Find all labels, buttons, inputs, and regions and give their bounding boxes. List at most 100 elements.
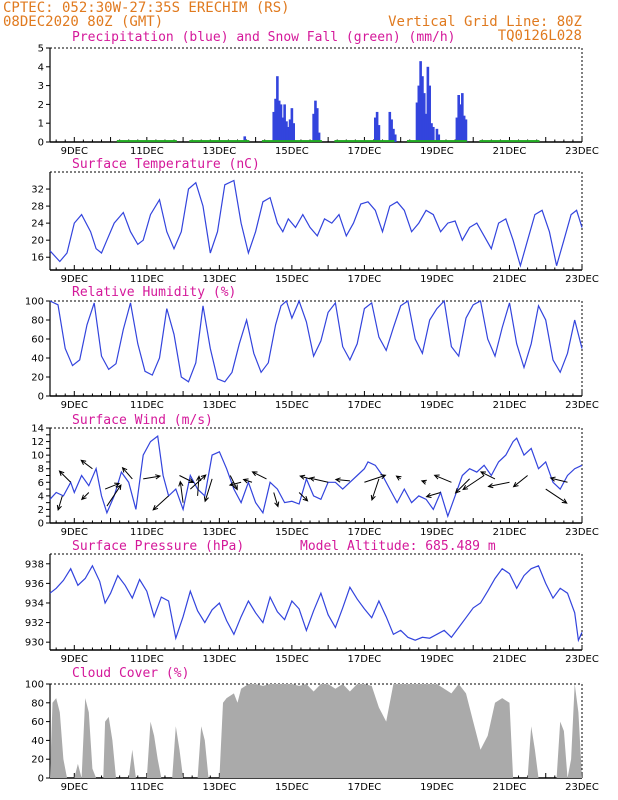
wind-y-tick-label: 10 [31, 451, 44, 462]
wind-arrow [179, 475, 195, 484]
precip-bar [375, 111, 379, 142]
cloud-y-tick-label: 80 [31, 698, 44, 709]
humidity-series-line [49, 299, 583, 383]
header-grid-line: Vertical Grid Line: 80Z [388, 14, 582, 30]
temp-y-tick-label: 28 [31, 202, 44, 213]
temp-y-tick-label: 20 [31, 236, 44, 247]
precip-bar [424, 113, 428, 142]
wind-arrow [364, 474, 387, 483]
cloud-y-tick-label: 40 [31, 736, 44, 747]
wind-arrow [58, 470, 72, 483]
precip-bar [415, 102, 419, 142]
wind-arrow [395, 475, 402, 481]
precip-x-tick-label: 19DEC [420, 146, 454, 157]
wind-y-tick-label: 4 [38, 491, 44, 502]
pressure-series-line [49, 564, 583, 643]
wind-arrow [334, 477, 350, 483]
humidity-x-tick-label: 19DEC [420, 400, 454, 411]
snowfall-bar [479, 140, 540, 143]
precip-bar [317, 132, 321, 142]
precip-x-tick-label: 13DEC [202, 146, 236, 157]
wind-arrow [545, 488, 568, 504]
wind-arrow [242, 478, 253, 484]
precip-bar [277, 100, 281, 142]
precip-bar [377, 125, 381, 142]
precip-bar [417, 85, 421, 142]
wind-arrow [251, 471, 267, 480]
precip-bar [393, 134, 397, 142]
wind-y-tick-label: 14 [31, 424, 44, 435]
humidity-title: Relative Humidity (%) [72, 285, 236, 300]
humidity-y-tick-label: 40 [31, 354, 44, 365]
precip-bar [314, 100, 317, 142]
wind-x-tick-label: 9DEC [61, 527, 88, 538]
humidity-y-tick-label: 20 [31, 373, 44, 384]
pressure-x-tick-label: 19DEC [420, 654, 454, 665]
wind-y-tick-label: 8 [38, 464, 44, 475]
precip-bar [462, 115, 466, 142]
temp-x-tick-label: 9DEC [61, 274, 88, 285]
header-model: TQ0126L028 [498, 28, 582, 44]
panel-precipitation: Precipitation (blue) and Snow Fall (gree… [38, 30, 599, 157]
wind-arrow [228, 481, 242, 487]
snowfall-bar [189, 140, 250, 143]
panel-wind: Surface Wind (m/s) 0 2 4 6 8 10 12 14 9DEC 11DEC 13… [31, 413, 599, 538]
pressure-title: Surface Pressure (hPa) [72, 539, 244, 554]
precip-bar [373, 117, 377, 142]
cloud-y-tick-label: 0 [38, 774, 44, 785]
pressure-x-tick-label: 21DEC [493, 654, 527, 665]
cloud-x-tick-label: 13DEC [202, 782, 236, 793]
temp-x-tick-label: 11DEC [130, 274, 164, 285]
precip-bar [286, 126, 290, 142]
precip-bar [426, 66, 430, 142]
wind-arrow [273, 492, 280, 508]
humidity-x-tick-label: 11DEC [130, 400, 164, 411]
temp-series-line [49, 179, 583, 268]
precip-y-tick-label: 5 [38, 44, 44, 55]
precip-bar [292, 123, 295, 142]
pressure-x-tick-label: 15DEC [275, 654, 309, 665]
precip-bar [392, 128, 395, 142]
precip-bar [276, 76, 279, 142]
precip-bar [288, 119, 292, 142]
precip-bar [283, 104, 286, 142]
wind-arrow [487, 481, 510, 489]
temp-x-tick-label: 15DEC [275, 274, 309, 285]
humidity-x-tick-label: 15DEC [275, 400, 309, 411]
precip-bar [274, 98, 277, 142]
wind-y-tick-label: 6 [38, 478, 44, 489]
wind-arrow [479, 471, 496, 480]
wind-title: Surface Wind (m/s) [72, 413, 213, 428]
humidity-x-tick-label: 9DEC [61, 400, 88, 411]
cloud-x-tick-label: 21DEC [493, 782, 527, 793]
humidity-x-tick-label: 17DEC [348, 400, 382, 411]
wind-arrow [80, 459, 93, 470]
precip-bar [421, 76, 424, 142]
wind-arrow [178, 480, 184, 503]
humidity-x-tick-label: 23DEC [565, 400, 599, 411]
precip-y-tick-label: 3 [38, 81, 44, 92]
wind-y-tick-label: 12 [31, 437, 44, 448]
wind-x-tick-label: 17DEC [348, 527, 382, 538]
wind-arrow [549, 476, 568, 483]
wind-arrow [308, 476, 329, 483]
panel-pressure: Surface Pressure (hPa) Model Altitude: 68… [25, 539, 599, 665]
wind-y-tick-label: 2 [38, 505, 44, 516]
humidity-y-tick-label: 100 [25, 297, 44, 308]
snowfall-bar [334, 140, 395, 143]
wind-arrow [203, 478, 213, 503]
precip-bar [437, 134, 441, 142]
cloud-title: Cloud Cover (%) [72, 666, 189, 681]
pressure-x-tick-label: 11DEC [130, 654, 164, 665]
temp-x-tick-label: 19DEC [420, 274, 454, 285]
temp-x-tick-label: 13DEC [202, 274, 236, 285]
pressure-y-tick-label: 930 [25, 638, 44, 649]
precip-bar [388, 111, 392, 142]
humidity-y-tick-label: 60 [31, 335, 44, 346]
precip-x-tick-label: 23DEC [565, 146, 599, 157]
precip-y-tick-label: 4 [38, 62, 44, 73]
wind-arrow [420, 479, 427, 485]
temp-x-tick-label: 17DEC [348, 274, 382, 285]
humidity-y-tick-label: 80 [31, 316, 44, 327]
